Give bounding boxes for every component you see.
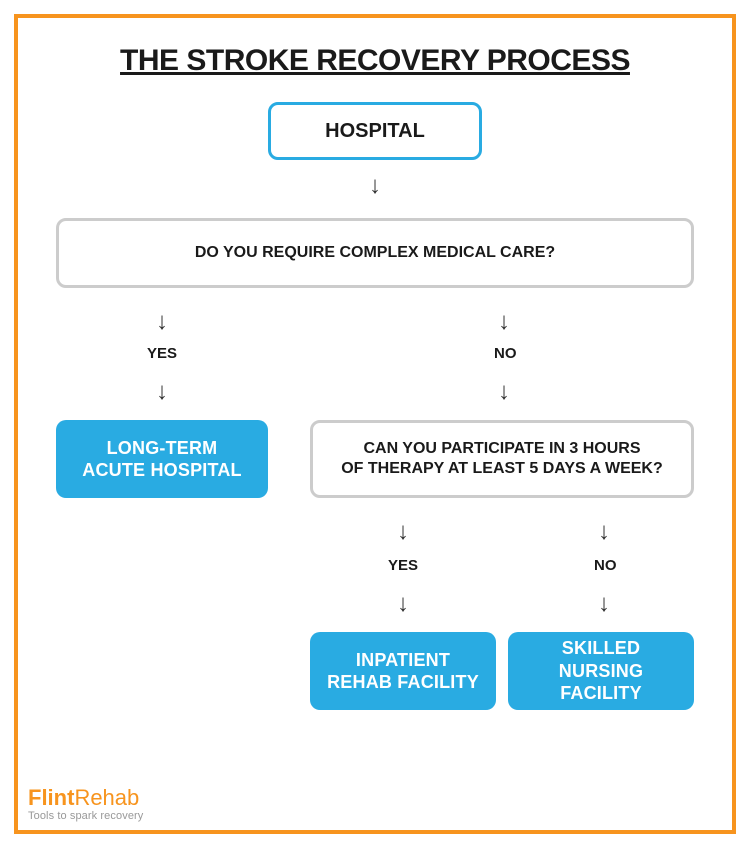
node-skilled-nursing: SKILLED NURSING FACILITY <box>508 632 694 710</box>
node-longterm-line1: LONG-TERM <box>82 437 241 460</box>
node-question-complex-label: DO YOU REQUIRE COMPLEX MEDICAL CARE? <box>195 243 555 263</box>
branch-label-yes: YES <box>147 345 177 362</box>
node-skilled-line2: NURSING FACILITY <box>520 660 682 705</box>
node-question-complex-care: DO YOU REQUIRE COMPLEX MEDICAL CARE? <box>56 218 694 288</box>
node-inpatient-line2: REHAB FACILITY <box>327 671 479 694</box>
page-title: THE STROKE RECOVERY PROCESS <box>0 44 750 78</box>
branch-label-no: NO <box>494 345 517 362</box>
node-q-therapy-line2: OF THERAPY AT LEAST 5 DAYS A WEEK? <box>341 459 663 479</box>
node-longterm-line2: ACUTE HOSPITAL <box>82 459 241 482</box>
arrow-icon: ↓ <box>492 378 516 406</box>
node-hospital-label: HOSPITAL <box>325 119 425 144</box>
node-question-therapy: CAN YOU PARTICIPATE IN 3 HOURS OF THERAP… <box>310 420 694 498</box>
brand-logo-a: Flint <box>28 785 74 810</box>
brand-logo: FlintRehab Tools to spark recovery <box>28 787 143 822</box>
brand-logo-b: Rehab <box>74 785 139 810</box>
arrow-icon: ↓ <box>391 518 415 546</box>
arrow-icon: ↓ <box>150 308 174 336</box>
arrow-icon: ↓ <box>150 378 174 406</box>
arrow-icon: ↓ <box>363 172 387 200</box>
arrow-icon: ↓ <box>492 308 516 336</box>
node-inpatient-rehab: INPATIENT REHAB FACILITY <box>310 632 496 710</box>
branch-label-no: NO <box>594 557 617 574</box>
node-hospital: HOSPITAL <box>268 102 482 160</box>
arrow-icon: ↓ <box>592 518 616 546</box>
brand-tagline: Tools to spark recovery <box>28 811 143 822</box>
branch-label-yes: YES <box>388 557 418 574</box>
node-longterm-acute: LONG-TERM ACUTE HOSPITAL <box>56 420 268 498</box>
node-inpatient-line1: INPATIENT <box>327 649 479 672</box>
arrow-icon: ↓ <box>391 590 415 618</box>
node-skilled-line1: SKILLED <box>520 637 682 660</box>
brand-logo-text: FlintRehab <box>28 787 143 809</box>
arrow-icon: ↓ <box>592 590 616 618</box>
node-q-therapy-line1: CAN YOU PARTICIPATE IN 3 HOURS <box>341 439 663 459</box>
